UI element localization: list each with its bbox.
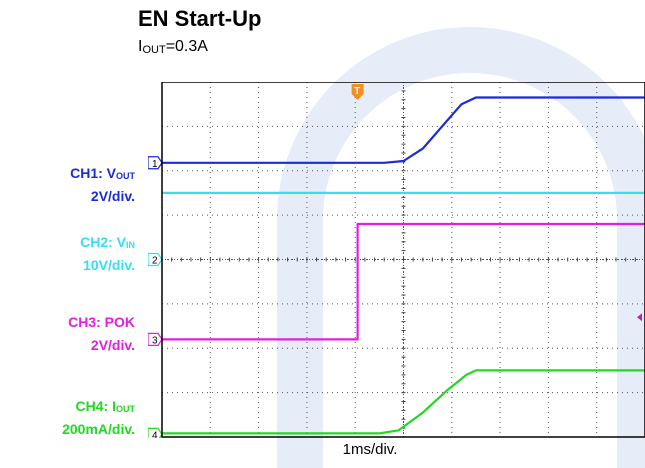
marker-ch1-shape [148, 156, 163, 170]
marker-ch2-label: 2 [152, 256, 158, 267]
ch4-scale: 200mA/div. [62, 421, 135, 437]
x-axis-label: 1ms/div. [342, 441, 398, 458]
channel-markers: 1 2 3 4 T [148, 84, 642, 438]
marker-ch4-label: 4 [152, 430, 158, 438]
grid [161, 82, 645, 438]
ch2-label: CH2: VIN 10V/div. [80, 232, 135, 275]
ch2-scale: 10V/div. [83, 257, 135, 273]
plot-frame [161, 82, 645, 438]
marker-ch2: 2 [148, 252, 163, 267]
trace-ch3 [162, 222, 645, 341]
scope-plot: 1 2 3 4 T [148, 82, 645, 438]
ch3-name: CH3: POK [68, 314, 135, 330]
trigger-marker-shape [351, 84, 364, 100]
ch3-label: CH3: POK 2V/div. [68, 312, 135, 355]
marker-ch4: 4 [148, 427, 163, 438]
marker-ch4-shape [148, 427, 163, 438]
ch2-name: CH2: VIN [80, 234, 135, 250]
ch1-label: CH1: VOUT 2V/div. [70, 163, 135, 206]
trace-ch1 [162, 96, 645, 164]
ch4-label: CH4: IOUT 200mA/div. [62, 396, 135, 439]
chart-title: EN Start-Up [138, 6, 262, 31]
marker-ch1: 1 [148, 156, 163, 170]
ch4-name: CH4: IOUT [75, 398, 135, 414]
marker-ch2-shape [148, 252, 163, 267]
marker-ch3-shape [148, 332, 163, 346]
trigger-marker: T [351, 84, 364, 100]
trigger-marker-label: T [354, 86, 360, 97]
trigger-level-marker [637, 313, 642, 322]
trace-ch4 [162, 369, 645, 435]
ch3-scale: 2V/div. [90, 337, 135, 353]
chart-subtitle: IOUT=0.3A [138, 38, 208, 56]
marker-ch3: 3 [148, 332, 163, 346]
ch1-scale: 2V/div. [90, 188, 135, 204]
marker-ch1-label: 1 [152, 159, 158, 170]
ch1-name: CH1: VOUT [70, 165, 135, 181]
traces [162, 96, 645, 435]
marker-ch3-label: 3 [152, 335, 158, 346]
